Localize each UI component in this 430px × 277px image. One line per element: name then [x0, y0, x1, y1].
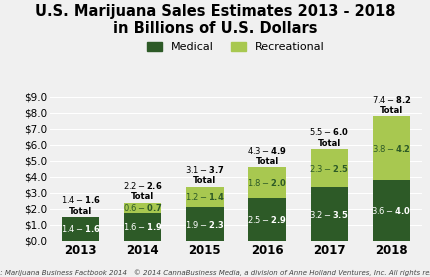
Bar [186, 187, 223, 207]
Bar [248, 198, 285, 241]
Text: $0.6-$0.7: $0.6-$0.7 [123, 202, 162, 213]
Text: Source: Marijuana Business Factbook 2014   © 2014 CannaBusiness Media, a divisio: Source: Marijuana Business Factbook 2014… [0, 269, 430, 276]
Bar [372, 116, 409, 180]
Text: in Billions of U.S. Dollars: in Billions of U.S. Dollars [113, 21, 317, 36]
Text: $2.5-$2.9: $2.5-$2.9 [246, 214, 286, 225]
Text: $7.4-$8.2
Total: $7.4-$8.2 Total [371, 94, 410, 115]
Bar [124, 202, 161, 213]
Legend: Medical, Recreational: Medical, Recreational [147, 42, 324, 52]
Text: $3.1-$3.7
Total: $3.1-$3.7 Total [184, 164, 224, 186]
Text: $3.8-$4.2: $3.8-$4.2 [371, 143, 410, 154]
Text: $1.6-$1.9: $1.6-$1.9 [123, 222, 162, 232]
Text: $1.4-$1.6
Total: $1.4-$1.6 Total [61, 194, 100, 216]
Text: $5.5-$6.0
Total: $5.5-$6.0 Total [308, 126, 348, 148]
Text: $3.2-$3.5: $3.2-$3.5 [309, 209, 348, 220]
Text: $4.3-$4.9
Total: $4.3-$4.9 Total [246, 145, 286, 166]
Bar [124, 213, 161, 241]
Bar [372, 180, 409, 241]
Bar [310, 149, 347, 187]
Text: $1.9-$2.3: $1.9-$2.3 [184, 219, 224, 230]
Text: $1.2-$1.4: $1.2-$1.4 [184, 191, 224, 202]
Bar [310, 187, 347, 241]
Text: $2.3-$2.5: $2.3-$2.5 [309, 163, 348, 174]
Text: $3.6-$4.0: $3.6-$4.0 [371, 205, 410, 216]
Bar [62, 217, 99, 241]
Text: $1.4-$1.6: $1.4-$1.6 [61, 224, 100, 235]
Text: U.S. Marijuana Sales Estimates 2013 - 2018: U.S. Marijuana Sales Estimates 2013 - 20… [35, 4, 395, 19]
Bar [186, 207, 223, 241]
Text: $2.2-$2.6
Total: $2.2-$2.6 Total [123, 180, 162, 201]
Text: $1.8-$2.0: $1.8-$2.0 [246, 177, 286, 188]
Bar [248, 167, 285, 198]
